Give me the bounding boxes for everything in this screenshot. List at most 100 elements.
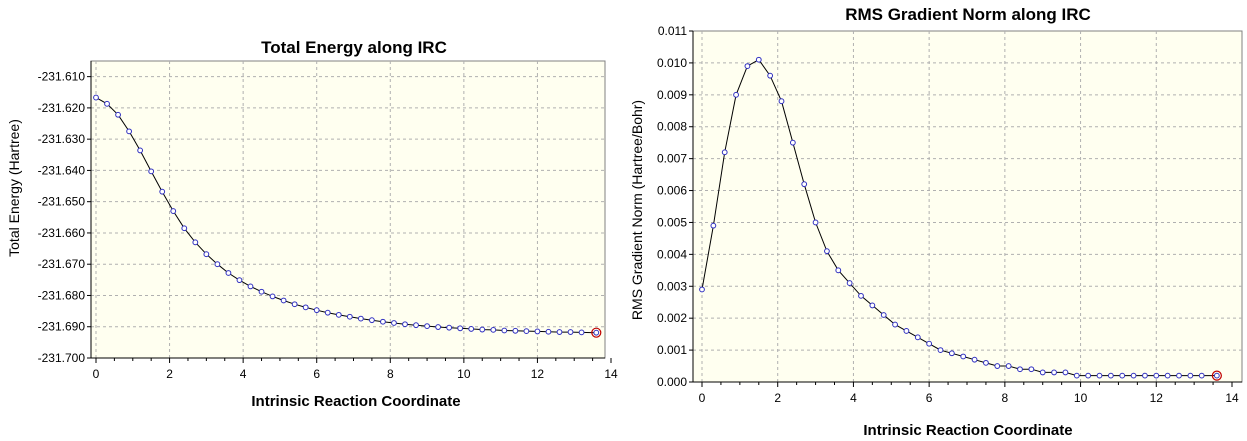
gradient-data-point[interactable]	[971, 356, 978, 363]
gradient-data-point[interactable]	[1153, 372, 1160, 379]
gradient-data-point[interactable]	[858, 292, 864, 299]
gradient-data-point[interactable]	[1073, 372, 1080, 379]
gradient-data-point[interactable]	[1142, 372, 1148, 379]
energy-plot-area[interactable]	[90, 60, 606, 359]
energy-data-point[interactable]	[280, 297, 287, 304]
energy-data-point[interactable]	[523, 328, 530, 335]
energy-data-point[interactable]	[457, 325, 464, 332]
gradient-plot-area[interactable]	[692, 30, 1243, 383]
gradient-data-point[interactable]	[733, 91, 739, 98]
energy-data-point[interactable]	[214, 261, 221, 268]
gradient-data-point[interactable]	[937, 347, 944, 353]
gradient-data-point[interactable]	[710, 222, 717, 229]
energy-data-point[interactable]	[159, 188, 166, 195]
gradient-data-point[interactable]	[994, 363, 1001, 369]
gradient-y-tick-label: 0.005	[657, 215, 687, 229]
energy-data-point[interactable]	[170, 208, 177, 214]
energy-data-point[interactable]	[578, 329, 585, 336]
gradient-data-point[interactable]	[948, 350, 955, 357]
energy-data-point[interactable]	[247, 283, 254, 290]
gradient-data-point[interactable]	[869, 302, 876, 309]
gradient-data-point[interactable]	[812, 219, 819, 226]
energy-data-point[interactable]	[479, 326, 486, 333]
gradient-data-point[interactable]	[778, 98, 785, 105]
gradient-data-point[interactable]	[699, 286, 705, 293]
gradient-data-point[interactable]	[1051, 369, 1057, 376]
energy-data-point[interactable]	[148, 168, 155, 175]
energy-data-point[interactable]	[402, 321, 408, 328]
gradient-data-point[interactable]	[983, 359, 989, 366]
energy-data-point[interactable]	[93, 94, 99, 101]
energy-data-point[interactable]	[225, 270, 232, 276]
gradient-data-point[interactable]	[1130, 372, 1137, 379]
energy-data-point[interactable]	[368, 317, 375, 324]
energy-chart-title: Total Energy along IRC	[261, 38, 447, 57]
gradient-data-point[interactable]	[835, 267, 842, 274]
energy-data-point[interactable]	[115, 111, 121, 118]
energy-data-point[interactable]	[203, 251, 210, 258]
energy-data-point[interactable]	[413, 322, 419, 329]
gradient-data-point[interactable]	[914, 334, 921, 341]
energy-data-point[interactable]	[380, 318, 386, 325]
energy-data-point[interactable]	[512, 327, 519, 334]
energy-data-point[interactable]	[545, 328, 552, 335]
energy-data-point[interactable]	[137, 147, 144, 154]
energy-data-point[interactable]	[126, 128, 133, 135]
energy-data-point[interactable]	[556, 329, 563, 335]
gradient-data-point[interactable]	[1017, 366, 1023, 373]
gradient-data-point[interactable]	[789, 139, 796, 146]
energy-data-point[interactable]	[192, 239, 199, 246]
gradient-data-point[interactable]	[1005, 363, 1012, 369]
gradient-data-point[interactable]	[1198, 372, 1205, 379]
gradient-data-point[interactable]	[1085, 372, 1092, 379]
gradient-data-point[interactable]	[960, 353, 967, 360]
gradient-y-tick-label: 0.008	[657, 120, 687, 134]
energy-data-point[interactable]	[236, 277, 243, 284]
energy-data-point[interactable]	[435, 324, 442, 330]
gradient-data-point[interactable]	[926, 340, 933, 347]
gradient-y-tick-label: 0.004	[657, 247, 687, 261]
gradient-data-point[interactable]	[1176, 372, 1182, 379]
gradient-data-point[interactable]	[1213, 372, 1220, 379]
energy-data-point[interactable]	[446, 324, 453, 331]
gradient-data-point[interactable]	[1062, 369, 1069, 376]
energy-data-point[interactable]	[258, 288, 265, 295]
energy-data-point[interactable]	[324, 309, 331, 316]
energy-data-point[interactable]	[468, 326, 475, 332]
energy-data-point[interactable]	[181, 225, 188, 232]
gradient-data-point[interactable]	[1028, 366, 1035, 373]
energy-current-point-marker[interactable]	[591, 327, 602, 338]
energy-data-point[interactable]	[501, 327, 508, 334]
gradient-data-point[interactable]	[892, 321, 898, 328]
gradient-data-point[interactable]	[903, 328, 910, 334]
gradient-data-point[interactable]	[744, 63, 751, 69]
gradient-data-point[interactable]	[846, 280, 853, 286]
energy-data-point[interactable]	[269, 293, 276, 300]
gradient-data-point[interactable]	[880, 312, 887, 318]
gradient-data-point[interactable]	[801, 181, 808, 188]
gradient-data-point[interactable]	[1187, 372, 1194, 379]
energy-data-point[interactable]	[357, 315, 364, 322]
energy-data-point[interactable]	[291, 301, 298, 308]
gradient-data-point[interactable]	[1096, 372, 1103, 379]
energy-data-point[interactable]	[534, 328, 541, 335]
gradient-data-point[interactable]	[1039, 369, 1046, 376]
gradient-data-point[interactable]	[824, 248, 830, 255]
gradient-data-point[interactable]	[1164, 372, 1171, 379]
energy-data-point[interactable]	[391, 320, 397, 326]
energy-data-point[interactable]	[302, 304, 309, 311]
energy-data-point[interactable]	[313, 307, 320, 314]
energy-data-point[interactable]	[335, 311, 342, 318]
gradient-data-point[interactable]	[1119, 372, 1126, 379]
energy-data-point[interactable]	[424, 323, 430, 330]
gradient-data-point[interactable]	[767, 72, 774, 79]
gradient-data-point[interactable]	[721, 149, 728, 156]
gradient-data-point[interactable]	[755, 56, 762, 63]
gradient-current-point-marker[interactable]	[1211, 370, 1222, 381]
energy-data-point[interactable]	[490, 326, 497, 333]
energy-data-point[interactable]	[346, 313, 353, 320]
energy-data-point[interactable]	[104, 100, 110, 107]
energy-data-point[interactable]	[593, 329, 600, 336]
gradient-data-point[interactable]	[1107, 372, 1114, 379]
energy-data-point[interactable]	[567, 329, 574, 335]
